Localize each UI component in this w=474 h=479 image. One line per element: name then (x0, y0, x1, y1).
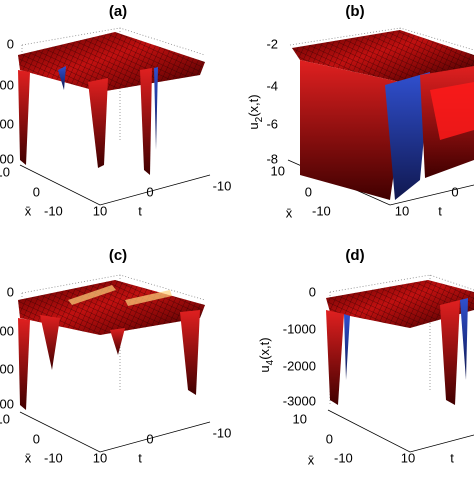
panel: (c)0000000000100-10x̄100-10t (0, 247, 231, 465)
z-label-sub: 4 (265, 359, 276, 365)
x-tick-label: -10 (44, 450, 63, 465)
z-label-base: u (257, 365, 272, 372)
t-tick-label: 10 (395, 203, 409, 218)
x-tick-label: 0 (326, 431, 333, 446)
panel-title: (d) (345, 247, 364, 264)
z-tick-label: 000 (0, 151, 14, 166)
t-tick-label: 10 (401, 450, 415, 465)
t-tick-label: 10 (93, 203, 107, 218)
t-tick-label: 10 (93, 450, 107, 465)
panel-title: (a) (109, 3, 127, 20)
z-tick-label: -8 (266, 151, 278, 166)
surface-b (287, 27, 474, 206)
t-tick-label: 0 (146, 431, 153, 446)
t-tick-label: 0 (146, 184, 153, 199)
panel: (a)0000000000100-10x̄100-10t (0, 3, 231, 218)
z-tick-label: 000 (0, 116, 14, 131)
z-axis-label: u2(x,t) (246, 94, 264, 129)
z-tick-label: -1000 (283, 321, 316, 336)
surface-d (326, 274, 474, 453)
x-axis-label: x̄ (308, 452, 315, 467)
x-axis-label: x̄ (25, 203, 32, 218)
surface-a (18, 27, 211, 206)
panel-title: (c) (109, 247, 127, 264)
z-label-base: u (246, 122, 261, 129)
z-tick-label: 0 (7, 284, 14, 299)
x-tick-label: 0 (33, 431, 40, 446)
z-tick-label: -2 (266, 36, 278, 51)
x-tick-label: 10 (0, 164, 10, 179)
panel-title: (b) (345, 3, 364, 20)
z-tick-label: 0 (7, 36, 14, 51)
surface-c (18, 274, 211, 453)
x-tick-label: -10 (312, 203, 331, 218)
x-tick-label: 10 (293, 411, 307, 426)
x-tick-label: 10 (271, 163, 285, 178)
t-axis-label: t (438, 203, 442, 218)
x-tick-label: 0 (305, 184, 312, 199)
z-tick-label: -4 (266, 78, 278, 93)
t-tick-label: -10 (213, 178, 232, 193)
t-tick-label: 0 (451, 184, 458, 199)
z-label-sub: 2 (254, 116, 265, 122)
z-tick-label: 000 (0, 77, 14, 92)
z-tick-label: 000 (0, 323, 14, 338)
t-axis-label: t (450, 450, 454, 465)
x-tick-label: 10 (0, 411, 10, 426)
z-tick-label: -6 (266, 116, 278, 131)
t-axis-label: t (138, 203, 142, 218)
z-label-rest: (x,t) (246, 94, 261, 116)
x-axis-label: x̄ (25, 450, 32, 465)
x-tick-label: -10 (44, 203, 63, 218)
x-tick-label: 0 (33, 184, 40, 199)
z-tick-label: 000 (0, 396, 14, 411)
t-tick-label: -10 (213, 425, 232, 440)
x-axis-label: x̄ (286, 205, 293, 220)
t-axis-label: t (138, 450, 142, 465)
z-tick-label: -3000 (283, 393, 316, 408)
z-tick-label: 000 (0, 361, 14, 376)
z-label-rest: (x,t) (257, 337, 272, 359)
x-tick-label: -10 (334, 450, 353, 465)
z-tick-label: -2000 (283, 358, 316, 373)
z-tick-label: 0 (309, 284, 316, 299)
z-axis-label: u4(x,t) (257, 337, 275, 372)
